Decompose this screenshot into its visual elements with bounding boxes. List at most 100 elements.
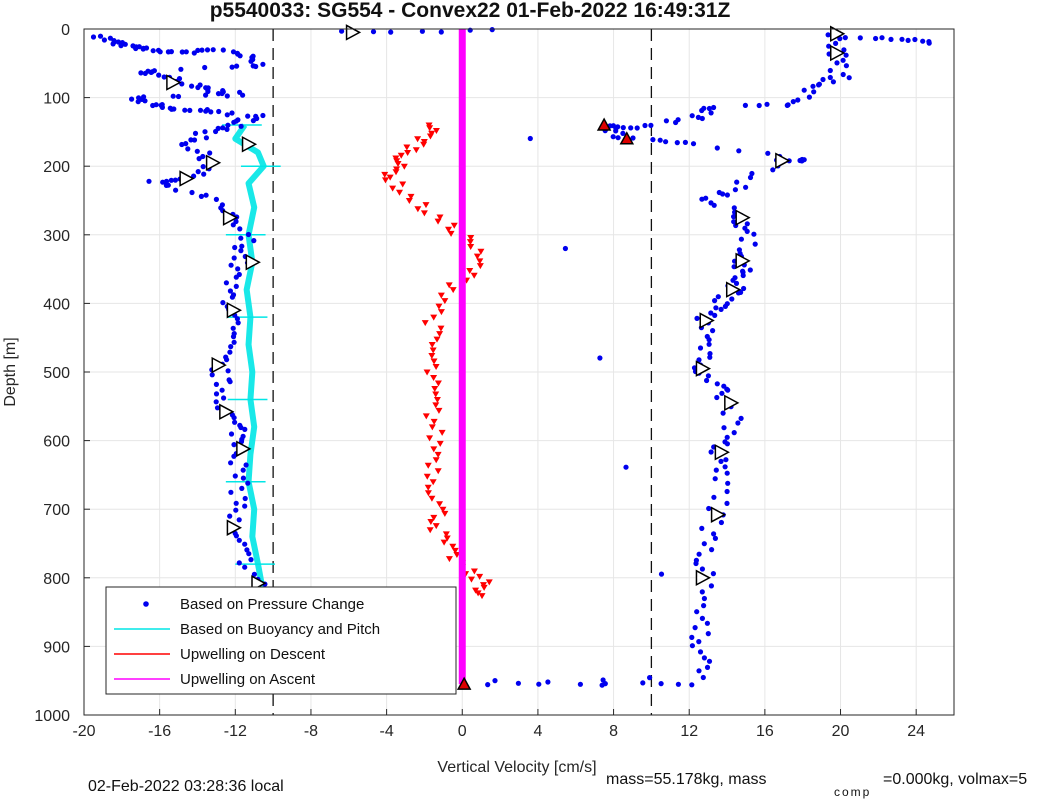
pressure-change-point xyxy=(248,58,254,64)
pressure-change-point xyxy=(905,37,911,44)
pressure-change-point xyxy=(242,426,248,432)
pressure-change-point xyxy=(236,537,242,543)
pressure-change-point xyxy=(699,525,705,532)
pressure-change-point xyxy=(756,102,762,109)
pressure-change-point xyxy=(599,682,605,688)
pressure-change-point xyxy=(840,57,846,63)
pressure-change-point xyxy=(179,49,185,55)
pressure-change-point xyxy=(175,93,182,100)
upwelling-descent-point xyxy=(428,495,436,502)
pressure-change-point xyxy=(189,189,195,196)
pressure-change-point xyxy=(515,680,522,686)
upwelling-descent-point xyxy=(440,539,448,546)
pressure-change-point xyxy=(742,102,749,108)
pressure-change-point xyxy=(731,219,737,225)
pressure-change-point xyxy=(182,107,188,113)
pressure-change-point xyxy=(744,221,750,227)
pressure-change-point xyxy=(732,275,738,281)
upwelling-descent-point xyxy=(407,193,415,200)
pressure-change-point xyxy=(135,99,141,105)
pressure-change-point xyxy=(485,682,491,688)
ascent-marker xyxy=(710,506,727,523)
descent-marker xyxy=(226,302,242,319)
pressure-change-point xyxy=(243,462,249,468)
pressure-change-point xyxy=(740,268,746,274)
y-tick-label: 500 xyxy=(43,365,70,382)
upwelling-descent-point xyxy=(447,230,455,237)
pressure-change-point xyxy=(536,681,542,687)
pressure-change-point xyxy=(253,63,259,70)
upwelling-descent-point xyxy=(412,147,420,154)
pressure-change-point xyxy=(704,664,711,671)
pressure-change-point xyxy=(708,310,714,316)
pressure-change-point xyxy=(242,564,248,570)
footer-local-time: 02-Feb-2022 03:28:36 local xyxy=(88,778,284,795)
pressure-change-point xyxy=(239,243,245,249)
pressure-change-point xyxy=(160,179,166,185)
pressure-change-point xyxy=(245,480,251,486)
pressure-change-point xyxy=(674,140,680,146)
pressure-change-point xyxy=(713,467,719,473)
pressure-change-point xyxy=(234,316,240,322)
upwelling-descent-point xyxy=(442,531,450,538)
pressure-change-point xyxy=(647,675,653,681)
upwelling-descent-point xyxy=(399,181,407,188)
pressure-change-point xyxy=(229,64,235,70)
upwelling-descent-point xyxy=(389,185,397,192)
upwelling-descent-point xyxy=(453,551,461,558)
pressure-change-point xyxy=(699,566,706,572)
upwelling-descent-point xyxy=(430,358,438,365)
pressure-change-point xyxy=(233,533,239,539)
ascent-marker xyxy=(724,394,740,412)
pressure-change-point xyxy=(213,381,219,387)
upwelling-descent-point xyxy=(422,413,430,420)
pressure-change-point xyxy=(711,531,717,537)
footer-mass-text: mass=55.178kg, mass xyxy=(606,771,767,788)
pressure-change-point xyxy=(232,473,238,479)
descent-marker xyxy=(179,170,195,187)
pressure-change-point xyxy=(562,245,569,252)
pressure-change-point xyxy=(842,35,848,41)
pressure-change-point xyxy=(250,118,256,124)
pressure-change-point xyxy=(648,122,654,128)
plot-area: -20 -16 -12 -8 -4 0 4 8 12 16 20 24 0 100 200 300 400 500… xyxy=(34,22,955,740)
red-marker xyxy=(596,117,612,131)
upwelling-descent-point xyxy=(441,510,449,517)
pressure-change-point xyxy=(237,53,243,59)
upwelling-descent-point xyxy=(451,547,459,554)
x-tick-label: 0 xyxy=(458,723,467,740)
pressure-change-point xyxy=(712,298,718,304)
pressure-change-point xyxy=(827,67,833,74)
pressure-change-point xyxy=(203,92,209,98)
pressure-change-point xyxy=(714,145,720,151)
pressure-change-point xyxy=(201,171,207,177)
pressure-change-point xyxy=(419,28,425,34)
pressure-change-point xyxy=(198,193,204,199)
pressure-change-point xyxy=(133,45,139,52)
upwelling-descent-point xyxy=(430,374,438,381)
pressure-change-point xyxy=(159,104,165,110)
upwelling-descent-point xyxy=(434,380,442,387)
descent-marker xyxy=(166,74,182,91)
descent-marker xyxy=(211,356,227,374)
pressure-change-point xyxy=(230,49,237,55)
pressure-change-point xyxy=(734,179,740,185)
pressure-change-point xyxy=(168,49,174,55)
pressure-change-point xyxy=(239,485,245,491)
pressure-change-point xyxy=(733,280,740,286)
pressure-change-point xyxy=(724,192,731,198)
pressure-change-point xyxy=(749,170,755,177)
pressure-change-point xyxy=(171,106,177,112)
pressure-change-point xyxy=(697,345,704,351)
pressure-change-point xyxy=(912,36,918,43)
pressure-change-point xyxy=(170,93,176,99)
pressure-change-point xyxy=(260,61,266,67)
pressure-change-point xyxy=(577,681,584,687)
pressure-change-point xyxy=(489,27,495,33)
pressure-change-point xyxy=(720,410,726,416)
pressure-change-point xyxy=(245,231,252,238)
pressure-change-point xyxy=(833,40,839,47)
upwelling-descent-point xyxy=(423,473,431,480)
legend-label: Upwelling on Descent xyxy=(180,646,326,663)
